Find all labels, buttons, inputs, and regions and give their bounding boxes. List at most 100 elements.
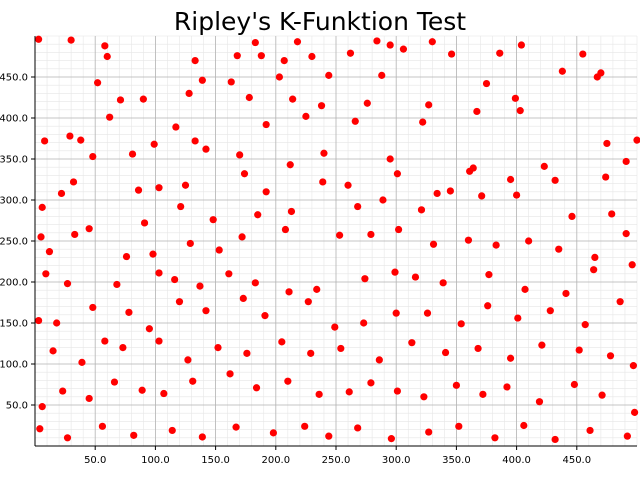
- data-point: [245, 93, 253, 102]
- x-tick-label: 300.0: [382, 455, 411, 466]
- data-point: [35, 316, 43, 325]
- data-point: [603, 139, 611, 148]
- data-point: [202, 307, 210, 315]
- data-point: [478, 192, 486, 200]
- data-point: [345, 388, 353, 396]
- data-point: [606, 352, 615, 360]
- data-point: [175, 298, 184, 306]
- data-point: [491, 434, 499, 442]
- data-point: [66, 132, 74, 140]
- data-point: [103, 52, 111, 61]
- data-point: [304, 298, 312, 306]
- major-grid: [35, 36, 637, 446]
- data-point: [252, 384, 261, 392]
- data-point: [420, 393, 428, 401]
- data-point: [98, 422, 107, 430]
- data-point: [623, 432, 631, 440]
- data-point: [171, 275, 179, 284]
- data-point: [439, 279, 447, 287]
- x-axis-ticks: 50.0 100.0 150.0 200.0 250.0 300.0 350.0 400.0 4…: [84, 446, 591, 466]
- data-point: [516, 107, 524, 115]
- y-tick-label: 250.0: [0, 237, 28, 248]
- data-point: [590, 266, 598, 274]
- data-point: [125, 308, 133, 316]
- data-point: [38, 203, 46, 211]
- data-point: [325, 71, 333, 79]
- data-point: [378, 71, 386, 79]
- data-point: [101, 42, 109, 50]
- data-point: [49, 347, 57, 355]
- data-point: [313, 285, 321, 293]
- data-point: [457, 320, 465, 328]
- data-point: [423, 309, 432, 317]
- data-point: [186, 239, 194, 248]
- data-point: [506, 175, 515, 184]
- data-point: [395, 225, 403, 234]
- data-point: [429, 240, 438, 248]
- data-point: [386, 155, 394, 163]
- data-point: [239, 294, 247, 302]
- data-point: [278, 338, 286, 346]
- data-point: [257, 52, 265, 60]
- data-point: [275, 73, 284, 81]
- data-point: [367, 379, 375, 387]
- data-point: [503, 383, 511, 391]
- data-point: [391, 268, 399, 276]
- data-point: [128, 150, 137, 158]
- data-point: [466, 167, 474, 175]
- data-point: [393, 387, 402, 395]
- data-point: [94, 79, 102, 87]
- data-point: [280, 57, 288, 65]
- data-point: [336, 231, 344, 239]
- y-tick-label: 50.0: [6, 401, 28, 412]
- data-point: [59, 387, 67, 395]
- data-point: [514, 314, 522, 322]
- data-point: [558, 67, 566, 75]
- chart-title: Ripley's K-Funktion Test: [174, 7, 466, 36]
- data-point: [238, 233, 246, 241]
- data-point: [232, 423, 240, 431]
- data-point: [367, 230, 375, 239]
- data-point: [520, 421, 528, 430]
- data-point: [196, 282, 204, 290]
- data-point: [214, 344, 222, 352]
- data-point: [37, 233, 45, 241]
- data-point: [517, 41, 526, 49]
- data-point: [482, 79, 491, 88]
- data-point: [616, 298, 624, 306]
- data-point: [251, 38, 259, 47]
- data-point: [261, 312, 269, 320]
- x-tick-label: 150.0: [201, 455, 230, 466]
- data-point: [116, 96, 125, 104]
- data-point: [540, 162, 548, 170]
- data-point: [506, 354, 515, 362]
- data-point: [36, 425, 44, 433]
- data-point: [317, 102, 326, 110]
- data-point: [38, 403, 46, 411]
- data-point: [172, 123, 180, 131]
- data-point: [251, 279, 259, 287]
- data-point: [315, 390, 323, 398]
- data-point: [597, 69, 605, 77]
- data-point: [168, 426, 176, 435]
- data-point: [289, 95, 297, 103]
- data-point: [492, 241, 500, 249]
- data-point: [419, 118, 427, 126]
- data-point: [85, 225, 93, 233]
- data-point: [555, 245, 563, 253]
- data-point: [293, 38, 302, 46]
- data-point: [474, 344, 482, 353]
- data-point: [281, 225, 290, 234]
- data-point: [160, 389, 168, 398]
- data-points: [35, 35, 640, 444]
- data-point: [138, 386, 146, 394]
- data-point: [428, 38, 436, 46]
- data-point: [581, 321, 589, 329]
- data-point: [57, 189, 66, 198]
- data-point: [78, 358, 86, 366]
- data-point: [69, 178, 78, 186]
- data-point: [399, 45, 408, 53]
- data-point: [198, 433, 206, 441]
- data-point: [301, 422, 309, 430]
